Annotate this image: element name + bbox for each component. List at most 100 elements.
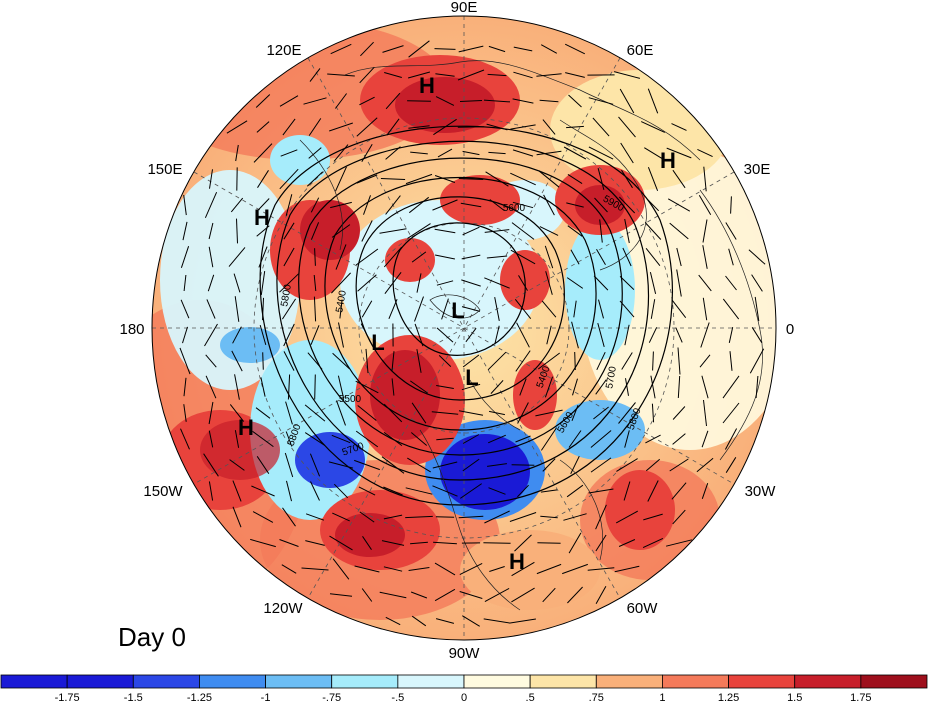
colorbar: -1.75 -1.5 -1.25 -1 -.75 -.5 0 .5 .75 1 1.25 1.5 1.7… [0,674,928,702]
wind-vector [431,411,459,415]
wind-vector [385,195,401,215]
wind-vector [232,480,242,502]
wind-vector [458,515,484,519]
wind-vector [619,88,635,114]
wind-vector [313,274,317,292]
wind-vector [356,174,378,184]
wind-vector [310,197,320,213]
wind-vector [379,591,407,599]
wind-vector [566,484,584,498]
colorbar-swatch [662,674,729,689]
wind-vector [536,563,562,575]
wind-vector [208,430,214,448]
wind-vector [411,615,427,627]
wind-vector [434,228,456,234]
wind-vector [260,271,266,295]
wind-vector [236,218,238,244]
wind-vector [516,322,530,348]
wind-vector [494,297,500,321]
wind-vector [435,618,455,624]
wind-vector [331,224,351,238]
colorbar-tick-label: 1.5 [787,692,802,702]
colorbar-tick-label: 0 [461,692,467,702]
wind-vector [672,509,686,525]
wind-vector [252,511,274,523]
colorbar-tick-label: -1.25 [187,692,212,702]
wind-vector [438,355,452,367]
wind-vector [310,481,320,501]
wind-vector [511,561,535,577]
wind-vector [698,274,712,292]
wind-vector [599,219,603,243]
wind-vector [407,457,431,473]
wind-vector [359,511,375,523]
wind-vector [730,196,732,214]
colorbar-swatch [529,674,597,689]
wind-vector [595,585,607,605]
wind-vector [596,351,606,371]
wind-vector [234,296,240,322]
lon-label-60w: 60W [627,600,659,617]
wind-vector [728,248,734,266]
wind-vector [306,171,324,187]
wind-vector [435,96,455,106]
wind-vector [542,119,556,135]
wind-vector [574,351,576,371]
wind-vector [408,567,430,571]
wind-vector [262,352,264,370]
wind-vector [405,515,433,519]
contour-label-5800: 5800 [279,283,294,307]
high-center: H [660,148,676,173]
wind-vector [462,615,480,627]
wind-vector [382,45,404,53]
wind-vector [356,117,378,137]
wind-vector [703,399,707,427]
wind-vector [331,434,351,444]
wind-vector [644,222,662,240]
wind-vector [255,407,271,419]
wind-vector [565,72,585,78]
wind-vector [314,248,316,266]
wind-vector [383,566,403,572]
wind-vector [703,166,707,192]
wind-vector [618,402,636,424]
wind-vector [305,540,325,546]
wind-vector [435,73,455,77]
wind-vector [494,325,500,345]
wind-vector [544,376,554,398]
lon-label-120w: 120W [263,600,303,617]
wind-vector [700,322,710,348]
wind-vector [416,349,422,373]
colorbar-swatch [728,674,796,689]
wind-vector [332,558,350,580]
wind-vector [539,226,559,236]
colorbar-tick-label: 1 [659,692,665,702]
coastlines [299,60,763,611]
wind-vector [182,221,188,241]
wind-vector [677,375,681,399]
wind-vector [614,565,640,573]
wind-vector [619,300,635,318]
wind-vector [621,169,633,189]
wind-vector [563,146,587,160]
wind-vector [615,510,639,524]
wind-vector [405,487,433,495]
wind-vector [725,222,737,240]
wind-vector [432,199,458,211]
colorbar-tick-label: 1.75 [850,692,871,702]
wind-vector [362,536,372,550]
colorbar-swatch [595,674,663,689]
wind-vector [462,434,480,444]
wind-vector [724,428,738,450]
wind-vector [677,347,681,375]
wind-vector [280,149,298,157]
wind-vector [671,123,687,131]
wind-vector [725,275,737,291]
wind-vector [283,323,295,347]
anomaly-field [152,16,776,640]
wind-vector [462,354,480,368]
wind-vector [229,404,245,422]
wind-vector [256,198,270,212]
wind-vector [461,254,481,260]
wind-vector [283,351,295,371]
